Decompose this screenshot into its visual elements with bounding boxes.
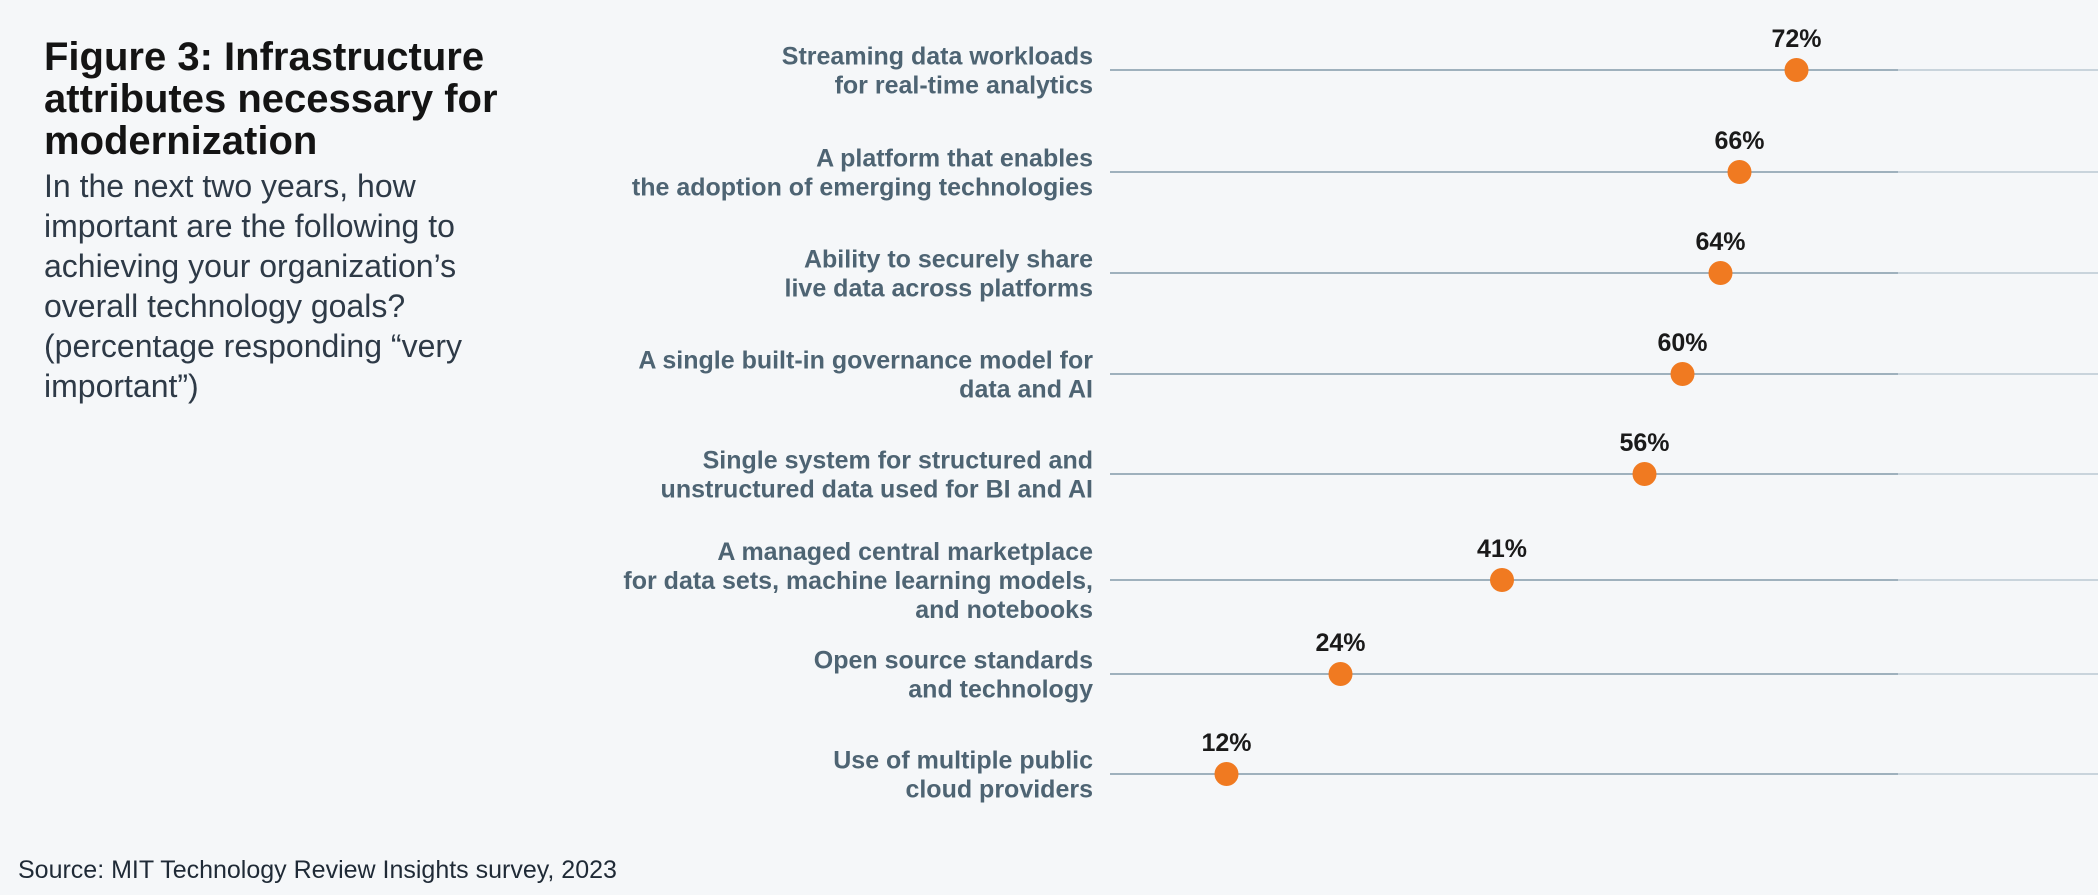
chart-row: Single system for structured and unstruct… (661, 429, 2098, 504)
value-label: 24% (1315, 629, 1365, 657)
value-label: 60% (1657, 329, 1707, 357)
chart-row: Streaming data workloads for real-time an… (782, 25, 2098, 100)
chart-row: A platform that enables the adoption of e… (632, 127, 2098, 202)
chart-row: A managed central marketplace for data se… (623, 535, 2098, 624)
chart-row: Use of multiple public cloud providers 12% (833, 729, 2098, 804)
category-label: Use of multiple public cloud providers (833, 747, 1093, 804)
chart-title: Figure 3: Infrastructure attributes nece… (44, 35, 498, 163)
category-label: Streaming data workloads for real-time an… (782, 43, 1093, 100)
value-label: 64% (1695, 228, 1745, 256)
data-point (1670, 362, 1695, 386)
value-label: 12% (1201, 729, 1251, 757)
value-label: 41% (1477, 535, 1527, 563)
value-label: 66% (1714, 127, 1764, 155)
data-point (1727, 160, 1752, 184)
value-label: 56% (1619, 429, 1669, 457)
data-point (1490, 568, 1514, 592)
category-label: Ability to securely share live data acros… (785, 246, 1094, 303)
category-label: Single system for structured and unstruct… (661, 447, 1093, 504)
category-label: Open source standards and technology (814, 647, 1093, 704)
category-label: A managed central marketplace for data se… (623, 538, 1093, 624)
category-label: A platform that enables the adoption of e… (632, 145, 1093, 202)
value-label: 72% (1771, 25, 1821, 53)
data-point (1708, 261, 1733, 285)
chart-row: Ability to securely share live data acros… (785, 228, 2098, 303)
data-point (1328, 662, 1353, 686)
source-note: Source: MIT Technology Review Insights s… (18, 856, 617, 884)
category-label: A single built-in governance model for da… (638, 347, 1093, 404)
data-point (1214, 762, 1239, 786)
data-point (1784, 58, 1809, 82)
data-point (1632, 462, 1657, 486)
chart-row: A single built-in governance model for da… (638, 329, 2098, 404)
chart-subtitle: In the next two years, how important are… (44, 168, 463, 404)
chart-row: Open source standards and technology 24% (814, 629, 2098, 704)
